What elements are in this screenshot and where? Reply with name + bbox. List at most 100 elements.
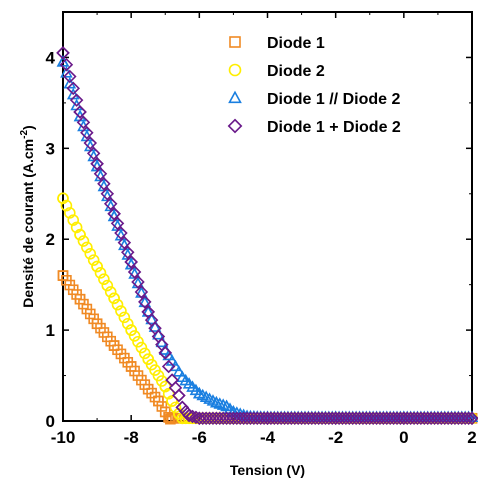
y-tick-label: 1 [46,321,55,340]
series-square [57,270,478,425]
marker-circle [60,199,73,212]
marker-triangle [228,90,242,104]
marker-diamond [66,81,80,96]
marker-square [156,401,168,412]
axes: -10 -8 -6 -4 -2 0 2 0 1 2 3 4 [46,11,477,447]
marker-diamond [73,105,87,119]
marker-diamond [465,411,478,426]
marker-diamond [121,245,135,260]
x-tick-label: -2 [328,428,343,447]
marker-diamond [172,388,186,403]
marker-diamond [192,411,207,426]
marker-diamond [76,115,91,130]
marker-diamond [117,235,132,250]
marker-circle [57,192,69,205]
marker-diamond [107,207,121,221]
marker-diamond [141,305,155,319]
y-tick-label: 2 [46,230,55,249]
marker-circle [142,353,155,365]
marker-triangle [138,295,152,308]
marker-diamond [260,411,275,426]
marker-square [165,413,176,425]
marker-square [57,270,69,281]
marker-diamond [227,118,243,134]
marker-triangle [193,386,206,399]
legend-label: Diode 1 [267,35,325,52]
marker-circle [70,221,83,234]
x-tick-label: 0 [399,428,408,447]
x-tick-label: -6 [192,428,207,447]
marker-circle [81,241,93,254]
marker-circle [64,207,76,219]
marker-circle [104,286,117,298]
marker-diamond [110,216,125,231]
x-axis-title: Tension (V) [230,462,305,478]
marker-circle [111,298,124,311]
legend-label: Diode 1 // Diode 2 [267,91,400,108]
marker-circle [74,228,86,241]
marker-diamond [328,411,343,426]
marker-circle [77,235,90,247]
series-diamond [56,46,478,426]
marker-diamond [83,136,98,150]
marker-circle [162,387,175,400]
marker-diamond [93,167,108,181]
marker-triangle [210,395,223,408]
marker-diamond [100,187,115,201]
marker-diamond [175,400,190,415]
marker-diamond [182,408,196,423]
marker-circle [108,292,120,305]
marker-circle [135,341,148,354]
marker-diamond [103,197,118,211]
marker-diamond [461,411,476,426]
marker-diamond [158,346,173,360]
y-axis-title-main: Densité de courant (A.cm [20,139,36,308]
marker-diamond [127,265,142,279]
y-axis-title-superscript: -2 [19,130,30,139]
marker-diamond [97,177,111,191]
marker-triangle [172,365,186,377]
marker-diamond [397,411,411,426]
legend: Diode 1 Diode 2 Diode 1 // Diode 2 Diode 1 … [227,35,401,136]
marker-circle [101,279,114,292]
marker-triangle [145,312,158,325]
y-tick-label: 0 [46,412,55,431]
x-tick-label: -8 [124,428,139,447]
marker-diamond [138,295,152,309]
marker-circle [87,254,100,266]
marker-circle [94,267,107,279]
marker-diamond [185,409,200,424]
marker-diamond [165,373,179,387]
y-axis-title-close: ) [20,125,36,130]
marker-square [108,340,120,351]
marker-diamond [168,381,183,395]
marker-diamond [69,93,84,107]
marker-circle [128,330,141,342]
y-axis-title: Densité de courant (A.cm-2) [19,125,36,307]
marker-triangle [220,399,233,412]
marker-diamond [59,57,74,72]
x-tick-label: -10 [51,428,76,447]
data-marks [56,46,478,426]
marker-circle [166,395,178,407]
marker-diamond [131,275,145,289]
marker-square [163,412,174,423]
marker-square [229,36,241,48]
marker-square [142,383,154,395]
marker-circle [84,247,97,260]
legend-label: Diode 2 [267,63,325,80]
marker-triangle [162,348,175,361]
x-tick-label: 2 [467,428,476,447]
marker-circle [228,63,242,77]
marker-triangle [148,320,162,332]
marker-circle [121,317,134,330]
marker-triangle [175,370,189,383]
marker-diamond [114,226,128,240]
marker-diamond [161,359,176,374]
marker-circle [67,214,80,226]
marker-circle [139,347,151,360]
marker-square [91,318,103,330]
marker-square [153,395,164,407]
marker-circle [98,273,110,286]
